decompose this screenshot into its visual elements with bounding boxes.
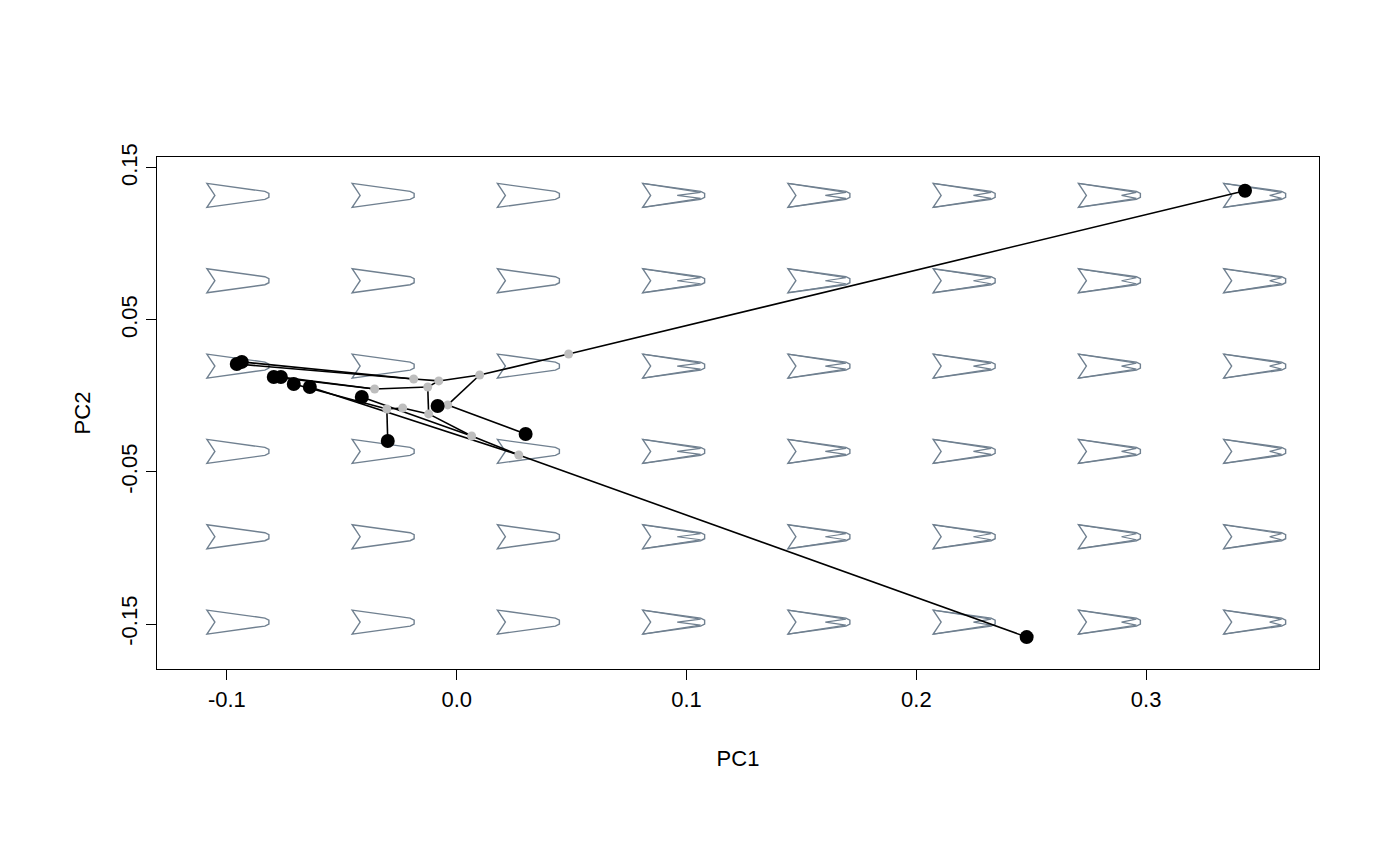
svg-text:0.2: 0.2	[901, 687, 932, 712]
svg-text:0.1: 0.1	[671, 687, 702, 712]
svg-text:0.0: 0.0	[441, 687, 472, 712]
svg-text:-0.15: -0.15	[117, 596, 142, 646]
svg-text:PC2: PC2	[70, 392, 95, 435]
svg-text:0.05: 0.05	[117, 295, 142, 338]
svg-text:0.3: 0.3	[1131, 687, 1162, 712]
svg-text:-0.05: -0.05	[117, 444, 142, 494]
svg-text:-0.1: -0.1	[208, 687, 246, 712]
svg-text:PC1: PC1	[717, 746, 760, 771]
svg-text:0.15: 0.15	[117, 143, 142, 186]
